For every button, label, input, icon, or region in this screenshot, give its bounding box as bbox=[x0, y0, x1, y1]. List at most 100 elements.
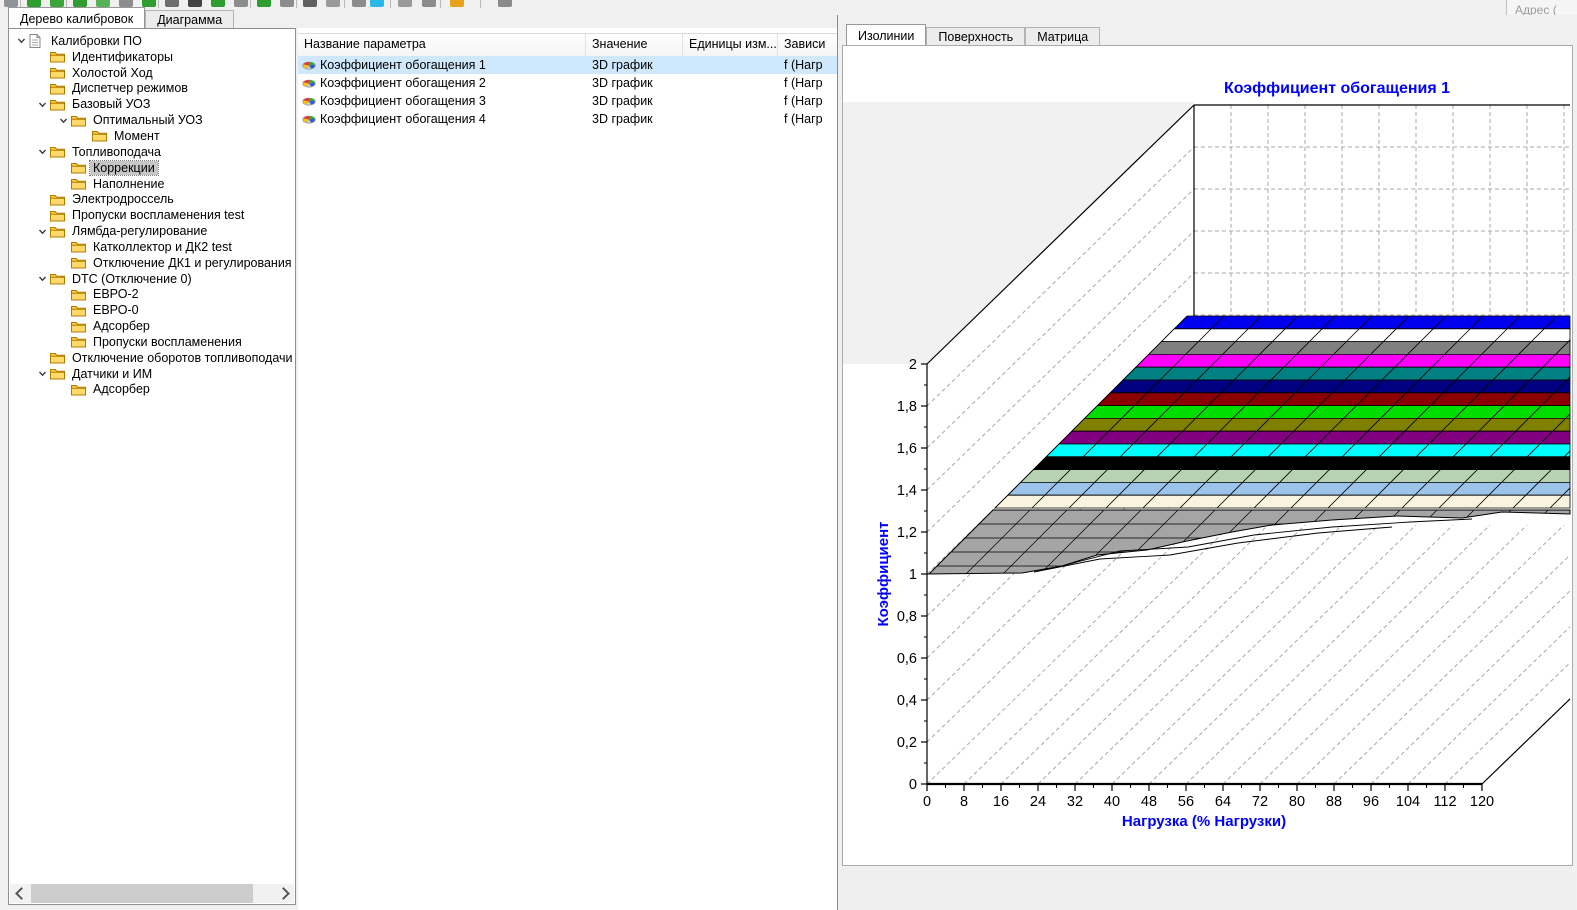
folder-icon bbox=[50, 145, 65, 158]
tree-item[interactable]: Калибровки ПО bbox=[10, 33, 294, 49]
toolbar-button[interactable] bbox=[280, 0, 294, 7]
scrollbar-thumb[interactable] bbox=[31, 884, 253, 903]
folder-icon bbox=[50, 367, 65, 380]
tab-chart-2[interactable]: Поверхность bbox=[926, 27, 1025, 45]
tree-item[interactable]: Наполнение bbox=[10, 176, 294, 192]
3d-chart-icon-holder bbox=[302, 93, 316, 109]
tree-horizontal-scrollbar[interactable] bbox=[10, 884, 294, 903]
parameter-name: Коэффициент обогащения 3 bbox=[320, 94, 486, 108]
toolbar-separator bbox=[250, 0, 251, 8]
tree-item[interactable]: DTC (Отключение 0) bbox=[10, 271, 294, 287]
folder-icon bbox=[50, 225, 65, 238]
cell-dependency: f (Нагр bbox=[778, 76, 837, 90]
expand-chevron-icon[interactable] bbox=[38, 369, 47, 378]
tree-item[interactable]: Катколлектор и ДК2 test bbox=[10, 239, 294, 255]
column-header[interactable]: Значение bbox=[586, 34, 683, 56]
tree-item[interactable]: Лямбда-регулирование bbox=[10, 223, 294, 239]
toolbar-button[interactable] bbox=[498, 0, 512, 7]
tree-item[interactable]: Пропуски воспламенения test bbox=[10, 207, 294, 223]
toolbar-button[interactable] bbox=[450, 0, 464, 7]
cell-dependency: f (Нагр bbox=[778, 58, 837, 72]
toolbar-button[interactable] bbox=[326, 0, 340, 7]
x-axis-title: Нагрузка (% Нагрузки) bbox=[1122, 813, 1286, 830]
tree-item[interactable]: Топливоподача bbox=[10, 144, 294, 160]
toolbar-button[interactable] bbox=[370, 0, 384, 7]
tree-expander[interactable] bbox=[35, 147, 50, 156]
tree-item[interactable]: Диспетчер режимов bbox=[10, 81, 294, 97]
tree-item[interactable]: Адсорбер bbox=[10, 382, 294, 398]
parameter-name: Коэффициент обогащения 4 bbox=[320, 112, 486, 126]
expand-chevron-icon[interactable] bbox=[59, 116, 68, 125]
tab-chart-1[interactable]: Изолинии bbox=[846, 24, 926, 45]
tree-item[interactable]: Базовый УОЗ bbox=[10, 96, 294, 112]
scroll-right-button[interactable] bbox=[275, 884, 294, 903]
tree-item[interactable]: Отключение оборотов топливоподачи bbox=[10, 350, 294, 366]
column-header[interactable]: Зависи bbox=[778, 34, 837, 56]
toolbar-button[interactable] bbox=[398, 0, 412, 7]
folder-icon bbox=[71, 383, 86, 396]
tree-item[interactable]: Электродроссель bbox=[10, 191, 294, 207]
expand-chevron-icon[interactable] bbox=[38, 147, 47, 156]
tree-expander[interactable] bbox=[35, 100, 50, 109]
tree-item[interactable]: Холостой Ход bbox=[10, 65, 294, 81]
y-axis-title: Коэффициент bbox=[875, 521, 892, 626]
chevron-right-icon bbox=[277, 887, 290, 900]
toolbar-button[interactable] bbox=[165, 0, 179, 7]
tree-item[interactable]: Идентификаторы bbox=[10, 49, 294, 65]
chart-canvas[interactable]: 00,20,40,60,811,21,41,61,820816243240485… bbox=[843, 46, 1572, 865]
column-header[interactable]: Название параметра bbox=[298, 34, 586, 56]
tab-left-1[interactable]: Дерево калибровок bbox=[8, 7, 145, 28]
tab-chart-3[interactable]: Матрица bbox=[1025, 27, 1100, 45]
toolbar-button[interactable] bbox=[50, 0, 64, 7]
folder-icon bbox=[50, 82, 65, 95]
tree-item-label: Отключение оборотов топливоподачи bbox=[69, 351, 294, 365]
tree-item[interactable]: Момент bbox=[10, 128, 294, 144]
toolbar-button[interactable] bbox=[303, 0, 317, 7]
expand-chevron-icon[interactable] bbox=[38, 227, 47, 236]
y-tick-label: 0,2 bbox=[897, 735, 917, 751]
table-row[interactable]: Коэффициент обогащения 23D графикf (Нагр bbox=[298, 74, 837, 92]
toolbar-button[interactable] bbox=[96, 0, 110, 7]
toolbar-button[interactable] bbox=[257, 0, 271, 7]
tree-item-label: Электродроссель bbox=[69, 192, 177, 206]
chart-area: 00,20,40,60,811,21,41,61,820816243240485… bbox=[842, 45, 1573, 866]
table-row[interactable]: Коэффициент обогащения 33D графикf (Нагр bbox=[298, 92, 837, 110]
toolbar-button[interactable] bbox=[422, 0, 436, 7]
toolbar-button[interactable] bbox=[211, 0, 225, 7]
tree-expander[interactable] bbox=[35, 274, 50, 283]
toolbar-button[interactable] bbox=[119, 0, 133, 7]
toolbar-button[interactable] bbox=[234, 0, 248, 7]
tree-item[interactable]: Пропуски воспламенения bbox=[10, 334, 294, 350]
tab-left-2[interactable]: Диаграмма bbox=[145, 10, 234, 28]
toolbar-button[interactable] bbox=[4, 0, 18, 7]
tree-expander[interactable] bbox=[14, 36, 29, 45]
toolbar-button[interactable] bbox=[352, 0, 366, 7]
folder-icon bbox=[71, 335, 86, 348]
tree-item[interactable]: Отключение ДК1 и регулирования bbox=[10, 255, 294, 271]
tree-item[interactable]: Адсорбер bbox=[10, 318, 294, 334]
tree-item-label: Отключение ДК1 и регулирования bbox=[90, 256, 294, 270]
toolbar-button[interactable] bbox=[27, 0, 41, 7]
table-row[interactable]: Коэффициент обогащения 13D графикf (Нагр bbox=[298, 56, 837, 74]
column-header[interactable]: Единицы изм... bbox=[683, 34, 778, 56]
table-row[interactable]: Коэффициент обогащения 43D графикf (Нагр bbox=[298, 110, 837, 128]
tree-item-icon-holder bbox=[71, 256, 90, 269]
toolbar-button[interactable] bbox=[73, 0, 87, 7]
expand-chevron-icon[interactable] bbox=[17, 36, 26, 45]
x-tick-label: 40 bbox=[1104, 794, 1120, 810]
tree-item[interactable]: Оптимальный УОЗ bbox=[10, 112, 294, 128]
tree-item[interactable]: ЕВРО-2 bbox=[10, 287, 294, 303]
tree-item[interactable]: Датчики и ИМ bbox=[10, 366, 294, 382]
tree-expander[interactable] bbox=[35, 369, 50, 378]
toolbar-button[interactable] bbox=[142, 0, 156, 7]
expand-chevron-icon[interactable] bbox=[38, 274, 47, 283]
expand-chevron-icon[interactable] bbox=[38, 100, 47, 109]
scroll-left-button[interactable] bbox=[10, 884, 29, 903]
tree-item[interactable]: ЕВРО-0 bbox=[10, 302, 294, 318]
tree-expander[interactable] bbox=[35, 227, 50, 236]
tree-item-label: Наполнение bbox=[90, 177, 167, 191]
tree-item[interactable]: Коррекции bbox=[10, 160, 294, 176]
toolbar-button[interactable] bbox=[188, 0, 202, 7]
y-tick-label: 0 bbox=[909, 777, 917, 793]
tree-expander[interactable] bbox=[56, 116, 71, 125]
